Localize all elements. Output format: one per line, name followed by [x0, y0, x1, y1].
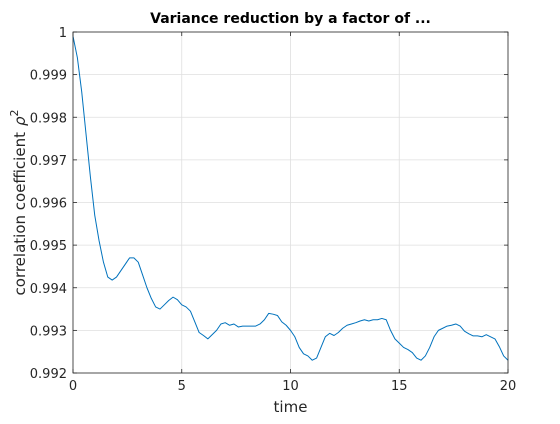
x-tick-label: 20 — [500, 379, 517, 394]
tick-labels: 0 5 10 15 20 0.992 0.993 0.994 0.995 0.996 0.997 0.… — [30, 26, 516, 394]
x-tick-label: 0 — [69, 379, 77, 394]
series-line — [72, 36, 509, 361]
y-axis-label-text: correlation coefficient — [11, 132, 29, 296]
y-tick-label: 0.994 — [30, 282, 67, 297]
y-tick-label: 0.996 — [30, 197, 67, 212]
y-tick-label: 0.999 — [30, 69, 67, 84]
y-axis-label-symbol: ρ — [11, 116, 29, 126]
x-tick-label: 10 — [282, 379, 299, 394]
y-axis-label: correlation coefficient ρ2 — [8, 110, 29, 296]
y-tick-label: 0.997 — [30, 154, 67, 169]
y-tick-label: 0.998 — [30, 111, 67, 126]
x-axis-label: time — [274, 398, 308, 416]
y-tick-label: 1 — [59, 26, 67, 41]
y-tick-label: 0.993 — [30, 324, 67, 339]
data-series — [72, 36, 509, 361]
y-axis-label-superscript: 2 — [8, 110, 21, 117]
y-tick-label: 0.995 — [30, 239, 67, 254]
y-tick-label: 0.992 — [30, 367, 67, 382]
x-tick-label: 5 — [178, 379, 186, 394]
axis-ticks — [72, 31, 509, 374]
x-tick-label: 15 — [391, 379, 408, 394]
chart-title: Variance reduction by a factor of ... — [150, 11, 431, 27]
